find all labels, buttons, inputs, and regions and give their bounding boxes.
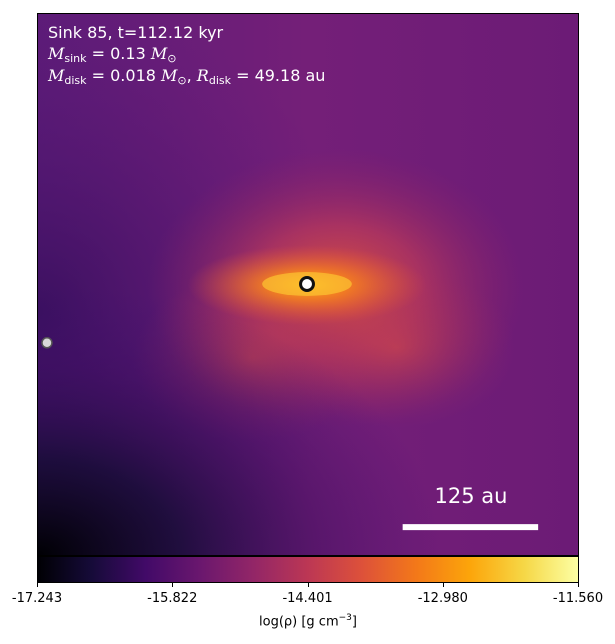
colorbar-tick [37, 583, 38, 587]
colorbar-tick-label: -14.401 [282, 591, 333, 606]
colorbar-tick [307, 583, 309, 587]
sink-mass-label: Msink = 0.13 M⊙ [48, 44, 177, 65]
colorbar-tick [442, 583, 444, 587]
primary-sink-marker [299, 276, 315, 292]
colorbar-tick [172, 583, 174, 587]
colorbar-tick-label: -17.243 [11, 591, 63, 606]
colorbar [37, 556, 579, 583]
colorbar-title: log(ρ) [g cm−3] [259, 613, 357, 630]
density-map [38, 14, 578, 555]
snapshot-title: Sink 85, t=112.12 kyr [48, 23, 224, 42]
colorbar-tick-label: -12.980 [417, 591, 468, 606]
disk-properties-label: Mdisk = 0.018 M⊙, Rdisk = 49.18 au [48, 66, 326, 87]
secondary-sink-marker [41, 337, 53, 349]
colorbar-tick-label: -11.560 [552, 591, 604, 606]
scale-bar-label: 125 au [434, 484, 508, 508]
density-plot: Sink 85, t=112.12 kyr Msink = 0.13 M⊙ Md… [37, 13, 579, 556]
colorbar-tick-label: -15.822 [147, 591, 198, 606]
colorbar-tick [578, 583, 579, 587]
